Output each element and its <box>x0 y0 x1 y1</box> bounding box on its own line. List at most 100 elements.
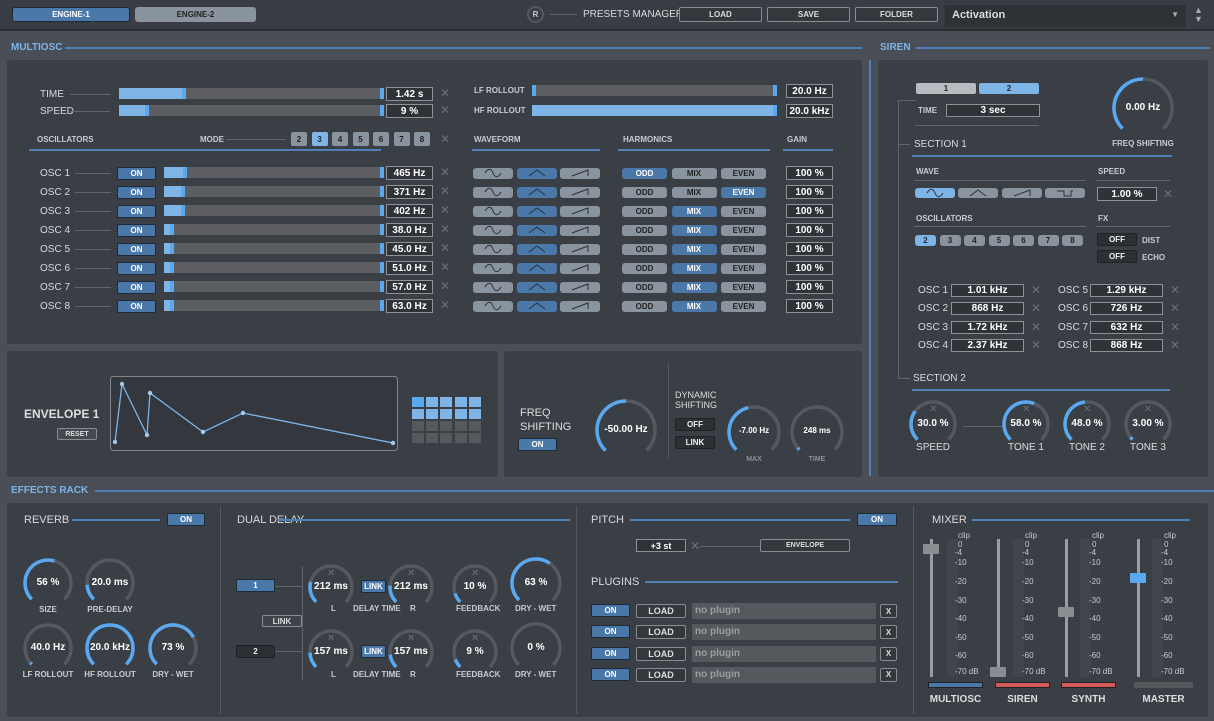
osc-on-button[interactable]: ON <box>117 167 156 180</box>
osc-freq-value[interactable]: 57.0 Hz <box>386 280 433 294</box>
siren-knob-speed[interactable] <box>908 399 958 449</box>
wave-button-saw[interactable] <box>560 225 600 236</box>
plugin-on-button[interactable]: ON <box>591 646 630 660</box>
siren-osc-count-6[interactable]: 6 <box>1013 235 1034 246</box>
preset-stepper-icon[interactable]: ▲ ▼ <box>1194 5 1203 24</box>
wave-button-saw[interactable] <box>560 301 600 312</box>
osc-freq-value[interactable]: 38.0 Hz <box>386 223 433 237</box>
engine-1-tab[interactable]: ENGINE-1 <box>12 7 130 22</box>
envelope-slot[interactable] <box>426 397 439 407</box>
wave-button-saw[interactable] <box>560 206 600 217</box>
osc-freq-slider[interactable] <box>164 167 384 178</box>
siren-wave-square[interactable] <box>1044 188 1085 198</box>
delay-dry-wet-knob[interactable] <box>509 621 563 675</box>
siren-freq-shifting-knob[interactable] <box>1111 76 1175 140</box>
harmonic-even-button[interactable]: EVEN <box>721 301 766 312</box>
engine-2-tab[interactable]: ENGINE-2 <box>135 7 256 22</box>
osc-gain-value[interactable]: 100 % <box>786 223 833 237</box>
osc-on-button[interactable]: ON <box>117 243 156 256</box>
envelope-point[interactable] <box>147 390 153 396</box>
siren-knob-tone-3[interactable] <box>1123 399 1173 449</box>
time-value[interactable]: 1.42 s <box>386 87 433 101</box>
fader-track[interactable] <box>1137 539 1140 677</box>
plugin-slot[interactable]: no plugin <box>692 645 876 662</box>
wave-button-triangle[interactable] <box>516 301 557 312</box>
envelope-slot[interactable] <box>454 397 467 407</box>
osc-freq-slider[interactable] <box>164 205 384 216</box>
harmonic-odd-button[interactable]: ODD <box>622 301 667 312</box>
envelope-slot[interactable] <box>454 421 467 431</box>
wave-button-saw[interactable] <box>560 187 600 198</box>
fx-dist-toggle[interactable]: OFF <box>1097 233 1137 246</box>
siren-osc-value[interactable]: 868 Hz <box>1090 338 1163 352</box>
harmonic-mix-button[interactable]: MIX <box>671 168 717 179</box>
slider-thumb[interactable] <box>170 243 175 254</box>
slider-thumb[interactable] <box>170 300 175 311</box>
envelope-slot[interactable] <box>426 421 439 431</box>
mode-button-7[interactable]: 7 <box>393 132 410 146</box>
siren-tab-2[interactable]: 2 <box>979 83 1039 94</box>
wave-button-sine[interactable] <box>473 168 513 179</box>
clear-icon[interactable]: ✕ <box>1022 404 1031 415</box>
reverb-knob[interactable] <box>84 622 136 674</box>
wave-button-saw[interactable] <box>560 263 600 274</box>
lf-rollout-value[interactable]: 20.0 Hz <box>786 84 833 98</box>
plugin-on-button[interactable]: ON <box>591 604 630 617</box>
plugin-slot[interactable]: no plugin <box>692 666 876 683</box>
clear-icon[interactable]: ✕ <box>440 298 451 312</box>
harmonic-even-button[interactable]: EVEN <box>721 187 766 198</box>
time-slider[interactable] <box>119 88 384 99</box>
osc-freq-value[interactable]: 402 Hz <box>386 204 433 218</box>
plugin-remove-button[interactable]: X <box>880 625 897 640</box>
speed-slider[interactable] <box>119 105 384 116</box>
reverb-knob[interactable] <box>22 557 74 609</box>
envelope-slot[interactable] <box>454 433 467 443</box>
preset-dropdown[interactable]: Activation ▼ <box>945 5 1186 27</box>
harmonic-odd-button[interactable]: ODD <box>622 263 667 274</box>
clear-icon[interactable]: ✕ <box>440 132 451 146</box>
slider-thumb[interactable] <box>183 167 188 178</box>
plugin-load-button[interactable]: LOAD <box>636 667 686 682</box>
envelope-slot[interactable] <box>412 421 424 431</box>
envelope-slot[interactable] <box>426 433 439 443</box>
osc-freq-value[interactable]: 51.0 Hz <box>386 261 433 275</box>
clear-icon[interactable]: ✕ <box>1031 283 1042 297</box>
fader-track[interactable] <box>930 539 933 677</box>
wave-button-triangle[interactable] <box>516 168 557 179</box>
osc-gain-value[interactable]: 100 % <box>786 166 833 180</box>
lf-rollout-slider[interactable] <box>532 85 777 96</box>
pitch-on-button[interactable]: ON <box>857 513 897 526</box>
mode-button-6[interactable]: 6 <box>373 132 389 146</box>
envelope-slot[interactable] <box>440 421 453 431</box>
envelope-slot[interactable] <box>412 433 424 443</box>
wave-button-triangle[interactable] <box>516 244 557 255</box>
harmonic-mix-button[interactable]: MIX <box>671 301 717 312</box>
harmonic-odd-button[interactable]: ODD <box>622 244 667 255</box>
clear-icon[interactable]: ✕ <box>440 86 451 100</box>
osc-on-button[interactable]: ON <box>117 186 156 199</box>
wave-button-triangle[interactable] <box>516 187 557 198</box>
osc-freq-slider[interactable] <box>164 243 384 254</box>
clear-icon[interactable]: ✕ <box>1083 404 1092 415</box>
reverb-on-button[interactable]: ON <box>167 513 205 526</box>
plugin-slot[interactable]: no plugin <box>692 603 876 619</box>
clear-icon[interactable]: ✕ <box>407 633 416 644</box>
siren-osc-value[interactable]: 1.29 kHz <box>1090 284 1163 297</box>
harmonic-mix-button[interactable]: MIX <box>671 206 717 217</box>
plugin-load-button[interactable]: LOAD <box>636 625 686 640</box>
osc-freq-slider[interactable] <box>164 281 384 292</box>
clear-icon[interactable]: ✕ <box>1170 319 1181 334</box>
plugin-load-button[interactable]: LOAD <box>636 604 686 618</box>
clear-icon[interactable]: ✕ <box>1031 319 1042 334</box>
osc-freq-slider[interactable] <box>164 262 384 273</box>
osc-gain-value[interactable]: 100 % <box>786 261 833 275</box>
harmonic-mix-button[interactable]: MIX <box>671 225 717 236</box>
harmonic-odd-button[interactable]: ODD <box>622 225 667 236</box>
envelope-point[interactable] <box>112 439 118 445</box>
slider-thumb[interactable] <box>181 186 186 197</box>
wave-button-sine[interactable] <box>473 263 513 274</box>
envelope-point[interactable] <box>119 381 125 387</box>
wave-button-saw[interactable] <box>560 282 600 293</box>
siren-osc-count-8[interactable]: 8 <box>1062 235 1083 246</box>
siren-osc-value[interactable]: 1.72 kHz <box>951 320 1024 334</box>
